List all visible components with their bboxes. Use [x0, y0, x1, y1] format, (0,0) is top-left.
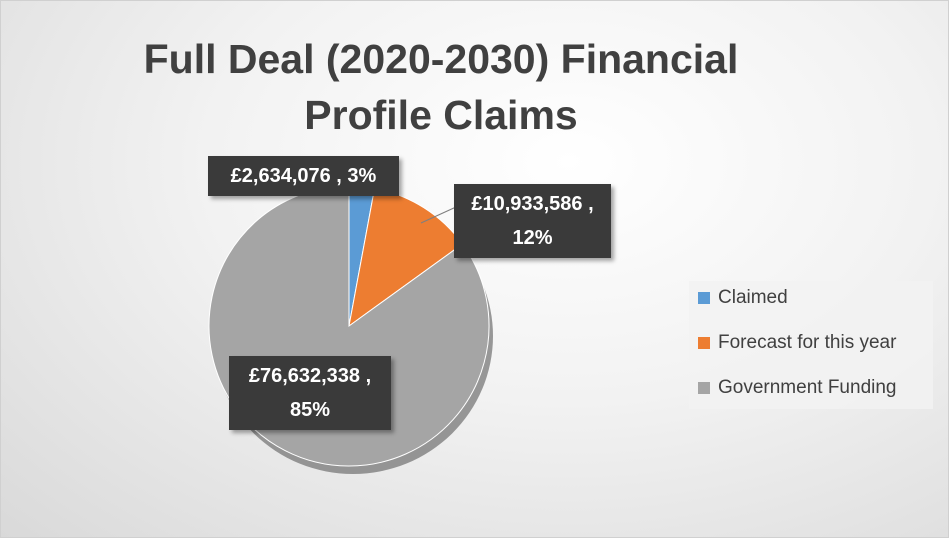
data-label: £76,632,338 , 85% [229, 356, 391, 430]
legend-swatch [698, 292, 710, 304]
legend: Claimed Forecast for this year Government … [689, 281, 933, 409]
title-line: Profile Claims [304, 92, 577, 138]
leader-line [420, 206, 457, 224]
data-label: £2,634,076 , 3% [208, 156, 399, 196]
legend-item: Government Funding [698, 376, 897, 400]
legend-swatch [698, 337, 710, 349]
data-label: £10,933,586 , 12% [454, 184, 611, 258]
legend-swatch [698, 382, 710, 394]
title-line: Full Deal (2020-2030) Financial [144, 36, 739, 82]
legend-item: Forecast for this year [698, 331, 896, 355]
legend-label: Claimed [718, 287, 788, 308]
legend-item: Claimed [698, 286, 788, 310]
legend-label: Forecast for this year [718, 332, 897, 353]
legend-label: Government Funding [718, 377, 897, 398]
chart-title: Full Deal (2020-2030) Financial Profile C… [144, 36, 739, 138]
